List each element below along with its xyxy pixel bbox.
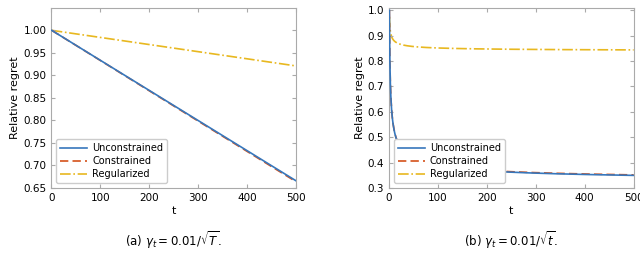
Y-axis label: Relative regret: Relative regret	[10, 57, 20, 139]
Constrained	[553, 172, 561, 175]
Unconstrained	[243, 149, 250, 152]
Legend: Unconstrained, Constrained, Regularized: Unconstrained, Constrained, Regularized	[56, 139, 167, 183]
Unconstrained	[385, 9, 393, 12]
Constrained	[385, 9, 393, 12]
Unconstrained	[156, 95, 163, 98]
Line: Unconstrained: Unconstrained	[52, 30, 296, 181]
Regularized	[484, 48, 492, 51]
Unconstrained	[493, 170, 500, 173]
Unconstrained	[576, 173, 584, 176]
Unconstrained	[484, 169, 492, 173]
Constrained	[73, 44, 81, 47]
Regularized	[292, 64, 300, 68]
Regularized	[73, 32, 81, 35]
Unconstrained	[410, 158, 418, 161]
Regularized	[410, 45, 418, 48]
Unconstrained	[553, 172, 561, 175]
Text: (a) $\gamma_t = 0.01/\sqrt{T}$.: (a) $\gamma_t = 0.01/\sqrt{T}$.	[125, 229, 222, 251]
Constrained	[216, 133, 223, 136]
Regularized	[580, 48, 588, 51]
Constrained	[493, 169, 500, 173]
Unconstrained	[147, 90, 154, 93]
Regularized	[238, 57, 246, 60]
Constrained	[576, 172, 584, 175]
Constrained	[484, 169, 492, 172]
Regularized	[493, 48, 500, 51]
Regularized	[156, 44, 163, 48]
Constrained	[630, 173, 637, 176]
Constrained	[410, 157, 418, 160]
Unconstrained	[73, 44, 81, 47]
Y-axis label: Relative regret: Relative regret	[355, 57, 365, 139]
Line: Regularized: Regularized	[389, 17, 634, 50]
Regularized	[553, 48, 561, 51]
Unconstrained	[216, 132, 223, 135]
Constrained	[48, 29, 56, 32]
Unconstrained	[48, 29, 56, 32]
Constrained	[580, 173, 588, 176]
Constrained	[156, 96, 163, 99]
Constrained	[238, 147, 246, 150]
Line: Regularized: Regularized	[52, 30, 296, 66]
Unconstrained	[630, 174, 637, 177]
X-axis label: t: t	[172, 206, 176, 216]
Regularized	[385, 15, 393, 18]
Regularized	[48, 29, 56, 32]
Line: Constrained: Constrained	[52, 30, 296, 182]
Line: Constrained: Constrained	[389, 10, 634, 175]
Constrained	[292, 180, 300, 183]
Line: Unconstrained: Unconstrained	[389, 10, 634, 175]
Unconstrained	[580, 173, 588, 176]
Regularized	[630, 48, 637, 51]
Unconstrained	[292, 179, 300, 182]
X-axis label: t: t	[509, 206, 513, 216]
Constrained	[147, 90, 154, 93]
Legend: Unconstrained, Constrained, Regularized: Unconstrained, Constrained, Regularized	[394, 139, 504, 183]
Regularized	[243, 57, 250, 60]
Regularized	[216, 53, 223, 56]
Text: (b) $\gamma_t = 0.01/\sqrt{t}$.: (b) $\gamma_t = 0.01/\sqrt{t}$.	[464, 229, 559, 251]
Unconstrained	[238, 146, 246, 149]
Regularized	[147, 43, 154, 46]
Constrained	[243, 150, 250, 153]
Regularized	[576, 48, 584, 51]
